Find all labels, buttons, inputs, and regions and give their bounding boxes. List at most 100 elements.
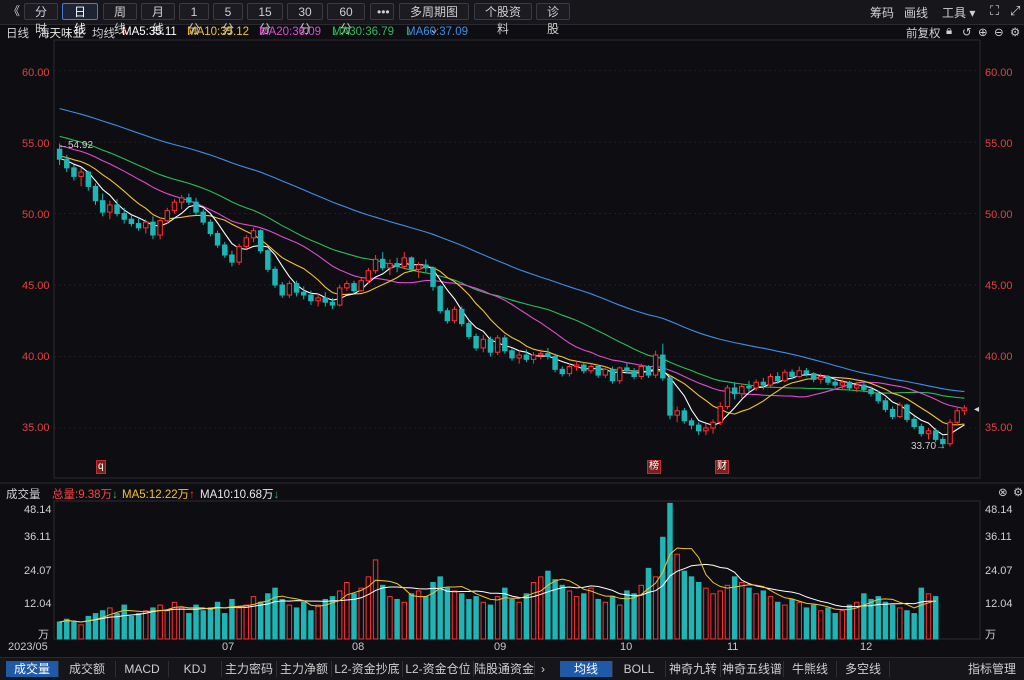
candle-body <box>695 424 702 432</box>
candle-body <box>78 171 84 177</box>
fullscreen-icon[interactable]: ⛶ <box>990 3 1000 18</box>
volume-bar <box>437 576 443 640</box>
volume-bar <box>724 584 731 640</box>
volume-tick: 36.11 <box>985 531 1012 543</box>
volume-bar <box>509 598 515 640</box>
candle-body <box>64 158 70 169</box>
period-week-tab[interactable]: 周线 <box>103 3 137 36</box>
candle-body <box>279 284 285 296</box>
volume-bar <box>150 607 156 640</box>
tab-macd[interactable]: MACD <box>116 661 169 677</box>
volume-bar <box>99 610 106 640</box>
tab-volume[interactable]: 成交量 <box>6 661 59 677</box>
tab-nine-turns[interactable]: 神奇九转 <box>666 661 721 677</box>
tab-boll[interactable]: BOLL <box>613 661 666 677</box>
event-marker[interactable]: q <box>96 460 106 474</box>
candle-body <box>344 283 350 289</box>
volume-bar <box>911 613 917 640</box>
left-price-tick: 35.00 <box>22 422 50 434</box>
tab-main-force-net[interactable]: 主力净额 <box>277 661 332 677</box>
volume-bar <box>846 604 853 640</box>
left-price-tick: 60.00 <box>22 67 50 79</box>
volume-bar <box>760 590 767 640</box>
candle-body <box>114 204 120 215</box>
volume-bar <box>308 610 314 640</box>
tab-l2-bottom[interactable]: L2-资金抄底 <box>332 661 403 677</box>
candle-body <box>143 221 149 229</box>
period-60min-tab[interactable]: 60分 <box>327 3 365 36</box>
settings-icon[interactable]: ⚙ <box>1013 487 1024 499</box>
stock-profile-button[interactable]: 个股资料 <box>474 3 532 36</box>
volume-bar <box>487 604 494 640</box>
draw-line-button[interactable]: 画线 <box>904 6 929 20</box>
volume-bar <box>731 576 738 640</box>
more-periods-button[interactable]: ••• <box>370 3 394 20</box>
event-marker[interactable]: 财 <box>715 460 729 474</box>
period-30min-tab[interactable]: 30分 <box>287 3 323 36</box>
tab-long-short[interactable]: 多空线 <box>837 661 890 677</box>
multi-period-dropdown[interactable]: 多周期图 ⌄ <box>399 3 469 36</box>
adjust-mode[interactable]: 前复权 <box>906 28 941 40</box>
chevron-right-icon[interactable]: › <box>541 662 545 676</box>
tab-ma[interactable]: 均线 <box>560 661 613 677</box>
period-day-tab[interactable]: 日线 <box>62 3 98 36</box>
period-1min-tab[interactable]: 1分 <box>179 3 209 36</box>
candle-body <box>451 308 458 322</box>
right-price-tick: 40.00 <box>985 351 1013 363</box>
tab-l2-position[interactable]: L2-资金仓位 <box>403 661 474 677</box>
candle-body <box>257 230 264 252</box>
candle-body <box>595 365 601 376</box>
volume-bar <box>257 601 264 640</box>
top-toolbar: 《 分时 日线 周线 月线 1分 5分 15分 30分 60分 ••• 多周期图… <box>0 0 1024 36</box>
volume-bar <box>243 604 250 640</box>
expand-icon[interactable]: ⤢ <box>1010 3 1021 18</box>
volume-tick: 24.07 <box>24 565 52 577</box>
tab-indicator-manage[interactable]: 指标管理 <box>967 662 1016 676</box>
volume-bar <box>839 610 846 640</box>
zoom-in-icon[interactable]: ⊕ <box>978 27 988 39</box>
indicator-tabs: 成交量 成交额 MACD KDJ 主力密码 主力净额 L2-资金抄底 L2-资金… <box>0 657 1024 680</box>
period-month-tab[interactable]: 月线 <box>141 3 175 36</box>
volume-bar <box>186 613 192 640</box>
chips-button[interactable]: 筹码 <box>870 6 895 20</box>
volume-bar <box>401 601 408 640</box>
tab-kdj[interactable]: KDJ <box>169 661 222 677</box>
zoom-out-icon[interactable]: ⊖ <box>994 27 1004 39</box>
volume-bar <box>796 601 802 640</box>
volume-bar <box>803 607 810 640</box>
volume-bar <box>681 570 688 640</box>
reset-icon[interactable]: ↺ <box>962 27 972 39</box>
tab-hk-connect[interactable]: 陆股通资金 <box>474 661 535 677</box>
event-marker[interactable]: 榜 <box>647 460 661 474</box>
volume-bar <box>394 598 400 640</box>
tab-five-lines[interactable]: 神奇五线谱 <box>721 661 784 677</box>
candle-body <box>767 376 774 386</box>
collapse-left-icon[interactable]: 《 <box>8 4 21 18</box>
tab-main-force-code[interactable]: 主力密码 <box>222 661 277 677</box>
tools-menu[interactable]: 工具 ▾ <box>942 4 975 21</box>
period-5min-tab[interactable]: 5分 <box>213 3 243 36</box>
volume-bar <box>365 576 372 640</box>
candle-body <box>667 377 673 416</box>
volume-bar <box>616 604 623 640</box>
tab-bull-bear[interactable]: 牛熊线 <box>784 661 837 677</box>
diagnose-button[interactable]: 诊股 <box>536 3 570 36</box>
high-annotation: ←54.92 <box>58 140 94 151</box>
settings-icon[interactable]: ⚙ <box>1010 27 1021 39</box>
close-icon[interactable]: ⊗ <box>998 487 1008 499</box>
candle-body <box>128 218 135 225</box>
ma30-line <box>59 135 965 399</box>
volume-bar <box>889 604 896 640</box>
candle-body <box>588 365 594 372</box>
period-15min-tab[interactable]: 15分 <box>247 3 283 36</box>
volume-bar <box>236 607 242 640</box>
tab-turnover[interactable]: 成交额 <box>59 661 116 677</box>
period-minute-tab[interactable]: 分时 <box>24 3 58 36</box>
lock-icon[interactable]: 🔒︎ <box>946 25 953 37</box>
ma-label[interactable]: 均线 <box>92 28 115 40</box>
volume-bar <box>178 607 185 640</box>
left-price-tick: 45.00 <box>22 280 50 292</box>
volume-unit: 万 <box>38 629 49 641</box>
volume-bar <box>825 607 831 640</box>
